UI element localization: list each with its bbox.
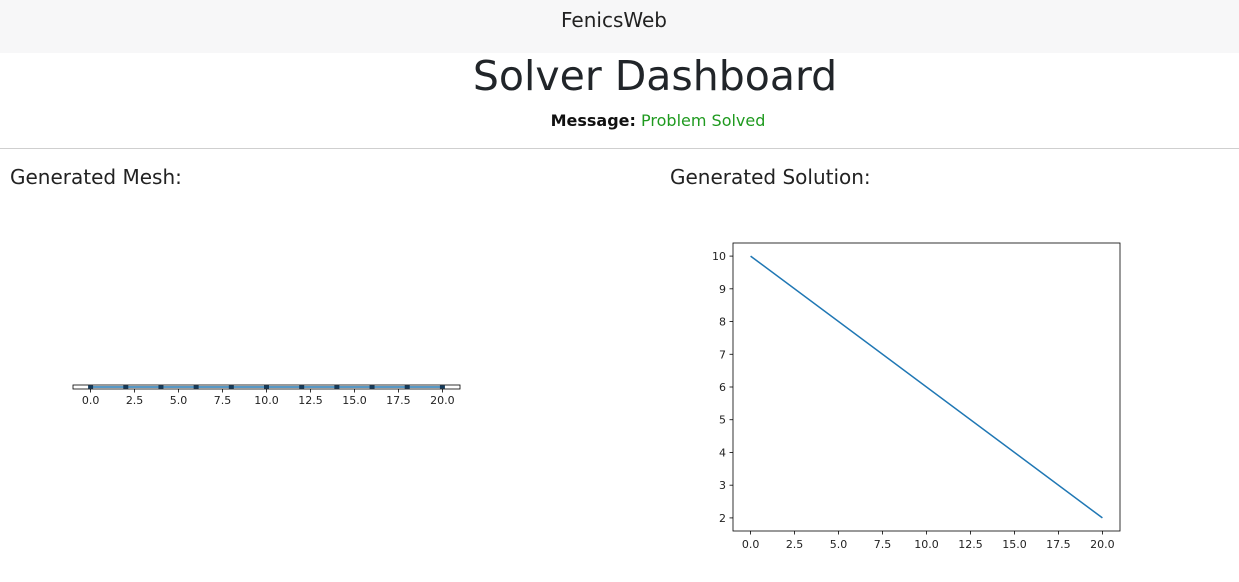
mesh-x-tick-label-1: 2.5: [126, 394, 144, 407]
mesh-x-tick-label-6: 15.0: [342, 394, 367, 407]
solution-y-tick-label-2: 4: [719, 446, 726, 459]
mesh-x-tick-label-2: 5.0: [170, 394, 188, 407]
mesh-vertex-8: [369, 385, 375, 389]
solution-y-tick-label-6: 8: [719, 316, 726, 329]
mesh-vertex-2: [158, 385, 164, 389]
mesh-vertex-9: [404, 385, 410, 389]
message-value: Problem Solved: [641, 111, 766, 130]
message-label: Message:: [550, 111, 636, 130]
solution-x-tick-label-4: 10.0: [914, 538, 939, 551]
status-message: Message: Problem Solved: [0, 111, 1239, 130]
solution-x-tick-label-5: 12.5: [958, 538, 983, 551]
solution-x-tick-label-0: 0.0: [742, 538, 760, 551]
mesh-vertex-3: [193, 385, 199, 389]
solution-x-tick-label-1: 2.5: [786, 538, 804, 551]
mesh-x-tick-label-8: 20.0: [430, 394, 455, 407]
mesh-vertex-1: [123, 385, 129, 389]
solution-y-tick-label-5: 7: [719, 348, 726, 361]
navbar: FenicsWeb: [0, 0, 1239, 53]
solution-y-tick-label-7: 9: [719, 283, 726, 296]
mesh-heading: Generated Mesh:: [10, 165, 182, 189]
solution-x-tick-label-2: 5.0: [830, 538, 848, 551]
solution-x-tick-label-3: 7.5: [874, 538, 892, 551]
mesh-vertex-4: [228, 385, 234, 389]
solution-y-tick-label-8: 10: [712, 250, 726, 263]
mesh-vertex-0: [88, 385, 94, 389]
mesh-x-tick-label-3: 7.5: [214, 394, 232, 407]
solution-heading: Generated Solution:: [670, 165, 871, 189]
mesh-vertex-7: [334, 385, 340, 389]
mesh-x-tick-label-0: 0.0: [82, 394, 100, 407]
solution-y-tick-label-4: 6: [719, 381, 726, 394]
page-title: Solver Dashboard: [472, 52, 838, 100]
solution-y-tick-label-3: 5: [719, 414, 726, 427]
solution-x-tick-label-6: 15.0: [1002, 538, 1027, 551]
solution-x-tick-label-7: 17.5: [1046, 538, 1071, 551]
navbar-brand[interactable]: FenicsWeb: [561, 8, 667, 32]
mesh-vertex-5: [264, 385, 269, 389]
solution-y-tick-label-1: 3: [719, 479, 726, 492]
mesh-vertex-10: [439, 385, 445, 389]
solution-series-line: [750, 255, 1103, 519]
mesh-x-tick-label-7: 17.5: [386, 394, 411, 407]
mesh-vertex-6: [299, 385, 305, 389]
solution-x-tick-label-8: 20.0: [1090, 538, 1115, 551]
mesh-x-tick-label-5: 12.5: [298, 394, 323, 407]
mesh-x-tick-label-4: 10.0: [254, 394, 279, 407]
divider: [0, 148, 1239, 149]
solution-y-tick-label-0: 2: [719, 512, 726, 525]
